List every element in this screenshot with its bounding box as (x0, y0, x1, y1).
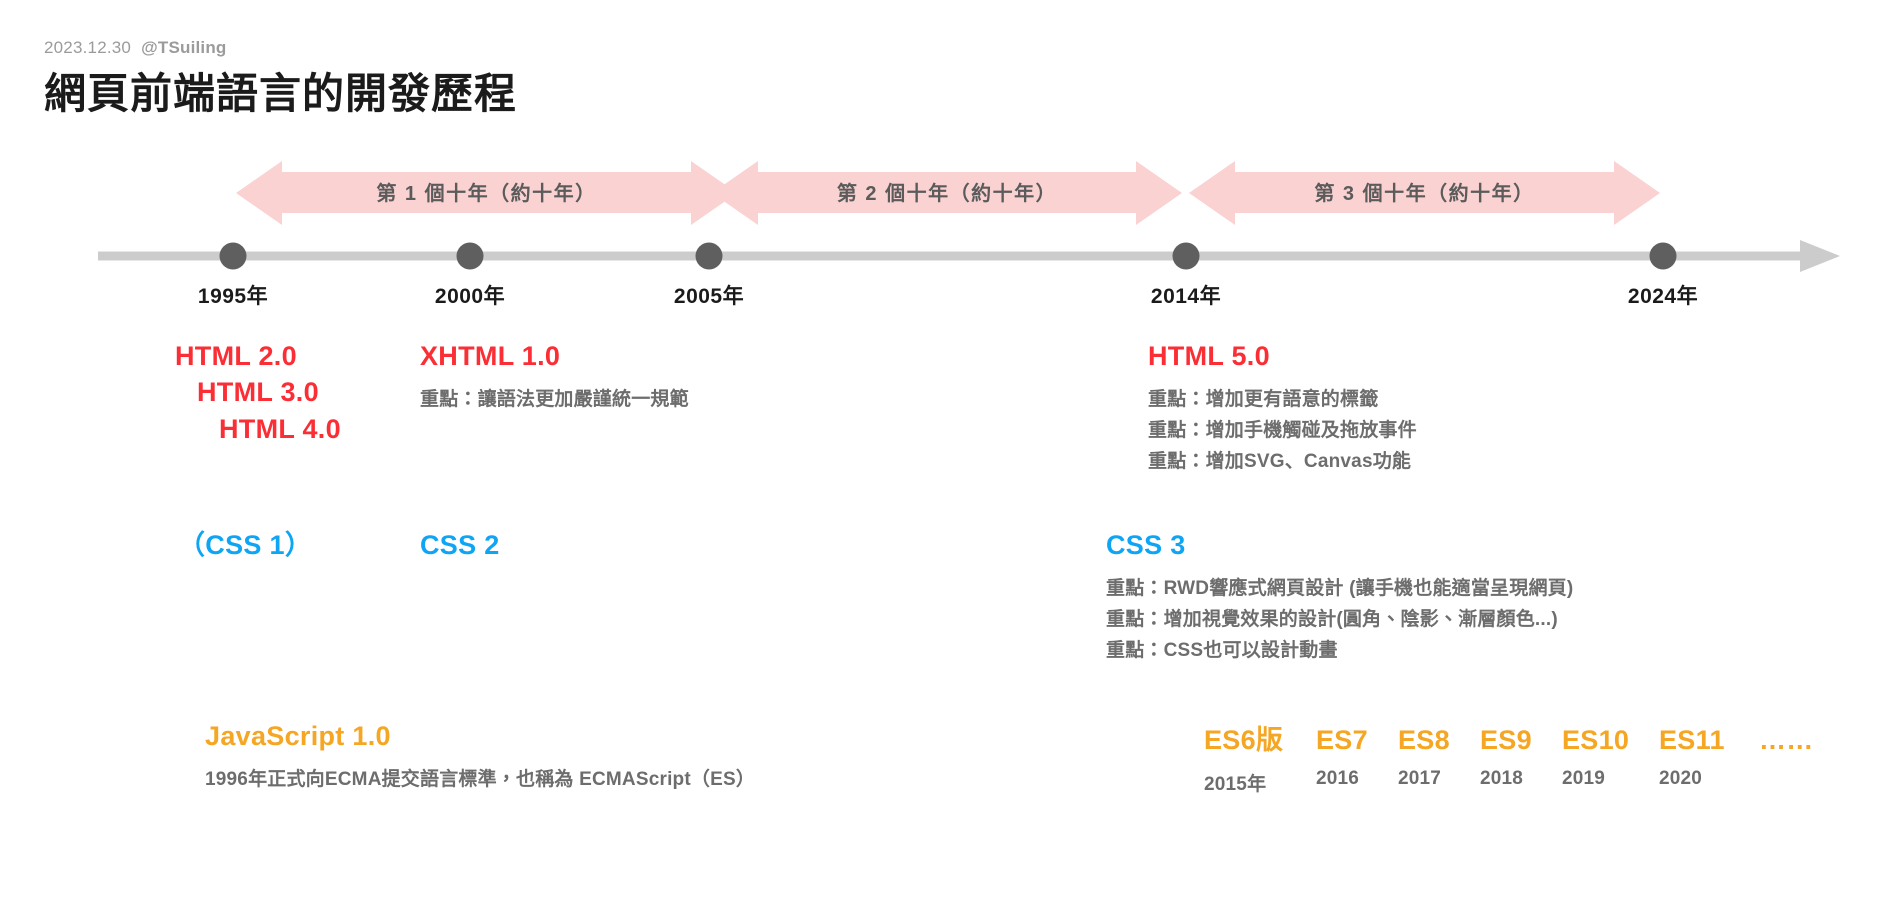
year-label-2000: 2000年 (434, 285, 506, 308)
year-label-2024: 2024年 (1627, 285, 1699, 308)
byline-handle: @TSuiling (141, 38, 227, 57)
year-label-1995: 1995年 (197, 285, 269, 308)
html-version-2: HTML 2.0 (175, 341, 297, 371)
year-label-2014: 2014年 (1150, 285, 1222, 308)
es-release-year: 2018 (1480, 768, 1524, 789)
es-release-es6: ES6版 2015年 (1204, 718, 1316, 796)
html5-block: HTML 5.0 重點：增加更有語意的標籤 重點：增加手機觸碰及拖放事件 重點：… (1148, 338, 1417, 478)
css3-note-1: 重點：RWD響應式網頁設計 (讓手機也能適當呈現網頁) (1106, 578, 1574, 600)
es-release-es9: ES9 2018 (1480, 725, 1562, 790)
es-release-year: 2015年 (1204, 774, 1267, 795)
css2-title: CSS 2 (420, 530, 500, 560)
html5-title: HTML 5.0 (1148, 341, 1270, 371)
decade-label-1: 第 1 個十年（約十年） (376, 183, 597, 205)
es-release-year: 2016 (1316, 768, 1360, 789)
timeline-arrow-icon (1800, 240, 1840, 272)
css3-title: CSS 3 (1106, 530, 1186, 560)
javascript-note-1: 1996年正式向ECMA提交語言標準，也稱為 ECMAScript（ES） (205, 769, 756, 791)
es-release-name: ES9 (1480, 725, 1532, 755)
es-release-es8: ES8 2017 (1398, 725, 1480, 790)
xhtml-block: XHTML 1.0 重點：讓語法更加嚴謹統一規範 (420, 338, 689, 416)
es-release-year: 2019 (1562, 768, 1606, 789)
es-releases-ellipsis: …… (1759, 725, 1814, 755)
es-release-name: ES8 (1398, 725, 1450, 755)
es-release-name: ES6版 (1204, 725, 1284, 755)
html5-note-1: 重點：增加更有語意的標籤 (1148, 389, 1379, 411)
timeline-dot-2024 (1649, 242, 1677, 270)
css3-block: CSS 3 重點：RWD響應式網頁設計 (讓手機也能適當呈現網頁) 重點：增加視… (1106, 527, 1573, 667)
decade-arrow-1 (236, 161, 737, 225)
es-release-es11: ES11 2020 (1659, 725, 1759, 790)
javascript-title: JavaScript 1.0 (205, 721, 391, 751)
es-release-es7: ES7 2016 (1316, 725, 1398, 790)
page-title: 網頁前端語言的開發歷程 (44, 70, 518, 117)
html5-note-2: 重點：增加手機觸碰及拖放事件 (1148, 420, 1417, 442)
es-release-name: ES11 (1659, 725, 1725, 755)
byline-date: 2023.12.30 (44, 38, 132, 57)
html-early-versions: HTML 2.0 HTML 3.0 HTML 4.0 (175, 338, 341, 447)
es-release-es10: ES10 2019 (1562, 725, 1659, 790)
xhtml-title: XHTML 1.0 (420, 341, 561, 371)
timeline-dot-2000 (456, 242, 484, 270)
javascript-block: JavaScript 1.0 1996年正式向ECMA提交語言標準，也稱為 EC… (205, 718, 755, 796)
css1-title: （CSS 1） (178, 530, 313, 560)
timeline-dot-2005 (695, 242, 723, 270)
es-release-name: ES10 (1562, 725, 1630, 755)
es-release-name: ES7 (1316, 725, 1368, 755)
css1-block: （CSS 1） (178, 527, 312, 563)
es-release-year: 2017 (1398, 768, 1442, 789)
timeline-dot-2014 (1172, 242, 1200, 270)
html-version-3: HTML 3.0 (197, 377, 319, 408)
css2-block: CSS 2 (420, 527, 500, 563)
html5-note-3: 重點：增加SVG、Canvas功能 (1148, 450, 1412, 472)
year-label-2005: 2005年 (673, 285, 745, 308)
timeline-dot-1995 (219, 242, 247, 270)
ecmascript-releases: ES6版 2015年 ES7 2016 ES8 2017 ES9 2018 ES… (1204, 718, 1814, 796)
timeline-graphic (98, 161, 1840, 272)
css3-note-3: 重點：CSS也可以設計動畫 (1106, 639, 1338, 661)
decade-arrow-3 (1189, 161, 1660, 225)
decade-arrow-2 (712, 161, 1182, 225)
html-version-4: HTML 4.0 (219, 413, 341, 444)
css3-note-2: 重點：增加視覺效果的設計(圓角、陰影、漸層顏色...) (1106, 609, 1558, 631)
decade-label-2: 第 2 個十年（約十年） (836, 183, 1058, 205)
byline: 2023.12.30 @TSuiling (44, 38, 227, 58)
xhtml-note-1: 重點：讓語法更加嚴謹統一規範 (420, 389, 689, 411)
decade-label-3: 第 3 個十年（約十年） (1314, 183, 1535, 205)
es-release-year: 2020 (1659, 768, 1703, 789)
